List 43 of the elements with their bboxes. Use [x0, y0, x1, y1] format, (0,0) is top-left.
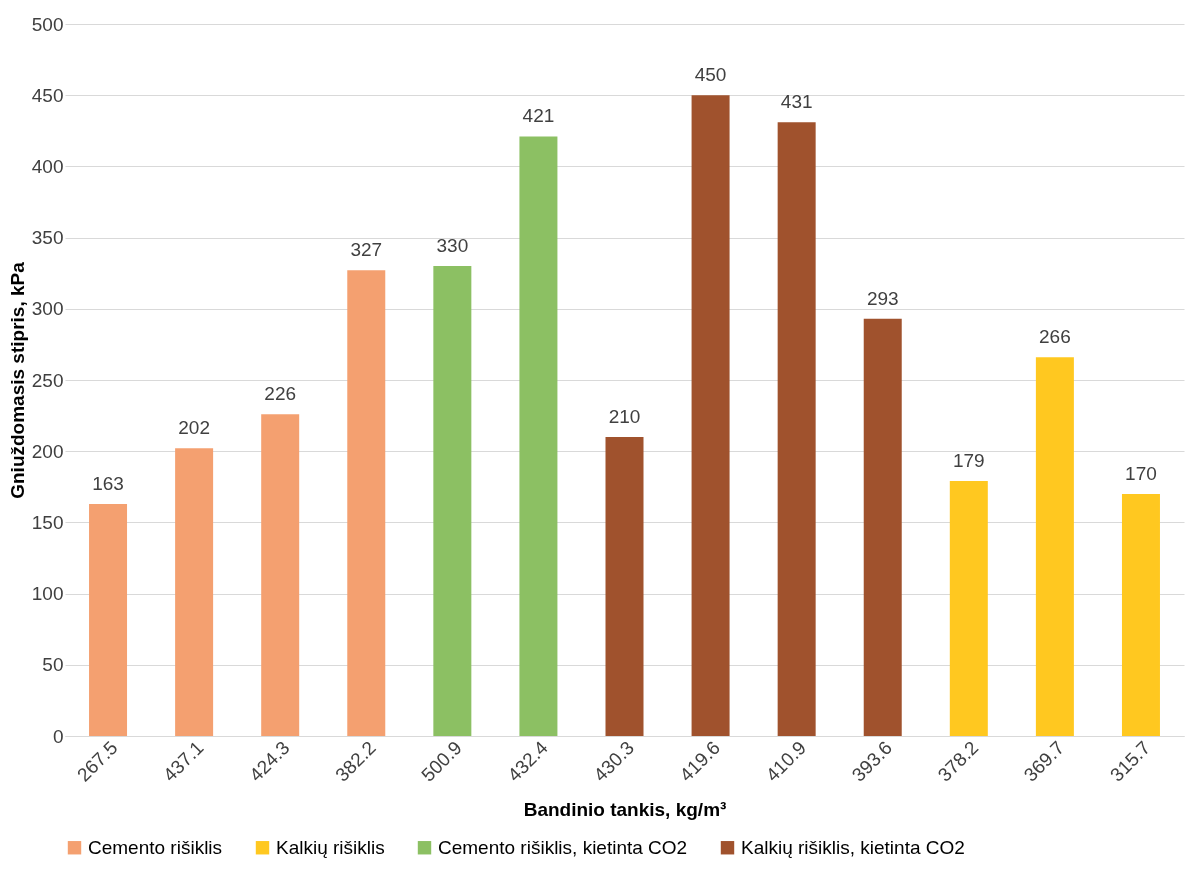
bar — [89, 503, 128, 736]
y-tick-label: 350 — [31, 227, 64, 249]
y-tick-label: 150 — [31, 511, 64, 533]
data-label: 330 — [436, 235, 469, 257]
data-label: 202 — [178, 417, 210, 439]
bar — [261, 414, 300, 736]
bar — [1121, 493, 1160, 736]
y-tick-label: 0 — [52, 725, 64, 747]
y-tick-label: 200 — [31, 440, 64, 462]
y-tick-label: 500 — [31, 13, 64, 35]
bar — [777, 122, 816, 736]
bar — [949, 481, 988, 736]
bar — [519, 136, 558, 736]
data-label: 170 — [1125, 462, 1157, 484]
data-label: 293 — [866, 287, 899, 309]
bar — [175, 448, 214, 736]
data-label: 163 — [92, 472, 124, 494]
data-label: 179 — [952, 450, 985, 472]
y-tick-label: 400 — [31, 155, 64, 177]
y-tick-label: 250 — [31, 369, 64, 391]
bar — [347, 270, 386, 736]
data-label: 421 — [522, 105, 555, 127]
bar — [863, 318, 902, 736]
y-tick-label: 100 — [31, 583, 64, 605]
data-label: 327 — [350, 239, 383, 261]
legend-label: Cemento rišiklis, kietinta CO2 — [438, 836, 688, 858]
y-tick-label: 300 — [31, 298, 64, 320]
legend-label: Kalkių rišiklis, kietinta CO2 — [741, 836, 965, 858]
y-tick-label: 50 — [42, 654, 64, 676]
x-axis-title: Bandinio tankis, kg/m³ — [523, 798, 727, 820]
y-axis-title: Gniuždomasis stipris, kPa — [6, 261, 28, 499]
bar — [433, 266, 472, 736]
data-label: 450 — [694, 64, 727, 86]
y-tick-label: 450 — [31, 84, 64, 106]
data-label: 226 — [264, 383, 297, 405]
legend-label: Kalkių rišiklis — [276, 836, 385, 858]
bar — [691, 95, 730, 736]
legend-label: Cemento rišiklis — [88, 836, 223, 858]
bar — [1035, 357, 1074, 736]
data-label: 266 — [1039, 326, 1071, 348]
data-label: 431 — [780, 91, 813, 113]
bar — [605, 436, 644, 736]
data-label: 210 — [608, 405, 641, 427]
